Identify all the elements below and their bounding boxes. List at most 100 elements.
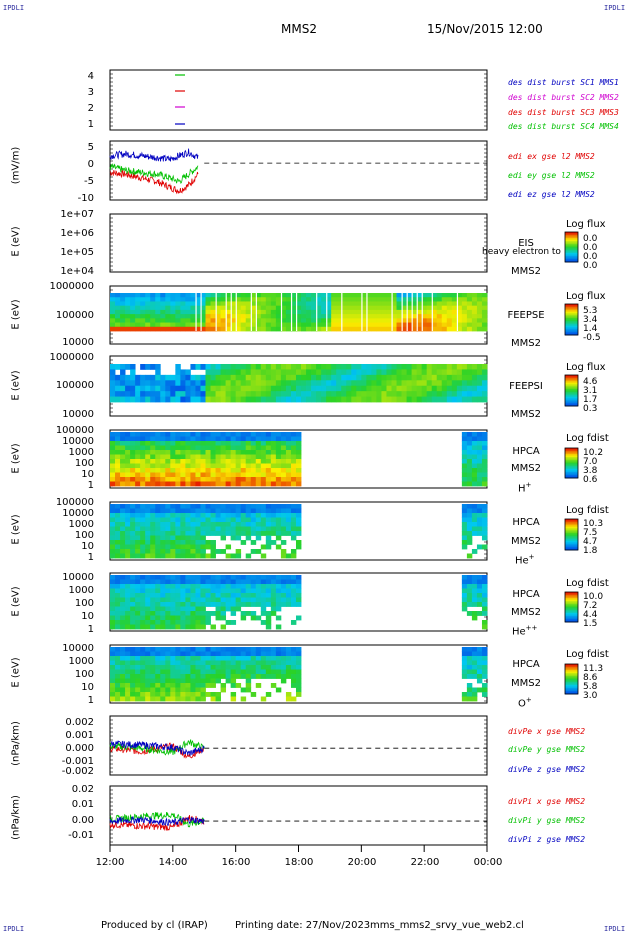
spectrogram-cell [175,293,181,298]
spectrogram-cell [265,544,272,550]
spectrogram-cell [130,293,136,298]
colorbar-cell [565,307,578,310]
colorbar-cell [565,313,578,316]
spectrogram-cell [175,692,181,697]
spectrogram-cell [170,540,176,545]
spectrogram-cell [205,472,211,478]
spectrogram-cell [225,374,232,381]
colorbar-cell [565,319,578,322]
spectrogram-cell [115,463,121,469]
spectrogram-cell [170,314,176,319]
spectrogram-cell [115,660,121,666]
spectrogram-cell [125,535,131,541]
spectrogram-cell [481,301,488,307]
spectrogram-cell [371,309,377,315]
spectrogram-cell [175,584,181,589]
spectrogram-cell [160,588,166,594]
spectrogram-cell [235,391,242,397]
spectrogram-cell [391,369,397,376]
spectrogram-cell [195,575,201,580]
spectrogram-cell [140,535,146,541]
spectrogram-cell [295,380,302,387]
colorbar-cell [565,604,578,606]
spectrogram-cell [155,432,161,437]
spectrogram-cell [466,441,473,446]
colorbar-cell [565,310,578,313]
spectrogram-cell [265,477,272,482]
spectrogram-cell [295,615,302,621]
spectrogram-cell [190,575,196,580]
spectrogram-cell [110,540,116,545]
spectrogram-cell [210,593,216,598]
spectrogram-cell [175,380,181,387]
spectrogram-cell [356,322,362,328]
spectrogram-cell [240,309,247,315]
spectrogram-cell [175,305,181,311]
spectrogram-cell [481,322,488,328]
spectrogram-cell [145,513,151,518]
spectrogram-cell [150,579,156,585]
spectrogram-cell [471,450,478,455]
spectrogram-cell [446,293,453,298]
spectrogram-cell [205,297,211,302]
spectrogram-cell [265,441,272,446]
spectrogram-cell [466,472,473,478]
spectrogram-cell [466,540,473,545]
spectrogram-cell [205,669,211,675]
spectrogram-cell [250,441,257,446]
spectrogram-cell [155,322,161,328]
spectrogram-cell [135,696,141,702]
spectrogram-cell [275,477,282,482]
spectrogram-cell [155,369,161,376]
spectrogram-cell [240,450,247,455]
spectrogram-cell [285,477,292,482]
spectrogram-cell [386,322,392,328]
spectrogram-cell [145,391,151,397]
spectrogram-cell [145,301,151,307]
spectrogram-cell [145,477,151,482]
spectrogram-cell [290,620,297,625]
spectrogram-cell [466,575,473,580]
spectrogram-cell [436,391,443,397]
spectrogram-cell [185,602,191,607]
spectrogram-cell [185,314,191,319]
spectrogram-cell [295,597,302,603]
spectrogram-cell [200,606,206,612]
spectrogram-cell [260,526,267,532]
spectrogram-cell [250,615,257,621]
spectrogram-cell [295,364,302,370]
spectrogram-cell [240,526,247,532]
spectrogram-cell [215,326,221,332]
spectrogram-cell [240,391,247,397]
spectrogram-cell [481,432,488,437]
spectrogram-cell [220,481,227,487]
spectrogram-cell [180,588,186,594]
spectrogram-cell [451,385,458,392]
spectrogram-cell [270,477,277,482]
spectrogram-cell [170,374,176,381]
spectrogram-cell [476,326,483,332]
spectrogram-cell [190,374,196,381]
spectrogram-cell [285,526,292,532]
spectrogram-cell [190,472,196,478]
spectrogram-cell [140,463,146,469]
spectrogram-cell [240,380,247,387]
spectrogram-cell [195,322,201,328]
spectrogram-cell [481,293,488,298]
spectrogram-cell [240,459,247,464]
spectrogram-cell [265,526,272,532]
spectrogram-cell [371,380,377,387]
spectrogram-cell [160,445,166,451]
spectrogram-cell [290,517,297,523]
spectrogram-cell [205,544,211,550]
spectrogram-cell [150,385,156,392]
spectrogram-cell [255,472,262,478]
spectrogram-cell [401,369,407,376]
spectrogram-cell [150,380,156,387]
spectrogram-cell [180,472,186,478]
spectrogram-cell [115,436,121,442]
spectrogram-cell [376,322,382,328]
spectrogram-cell [250,508,257,514]
spectrogram-cell [180,309,186,315]
